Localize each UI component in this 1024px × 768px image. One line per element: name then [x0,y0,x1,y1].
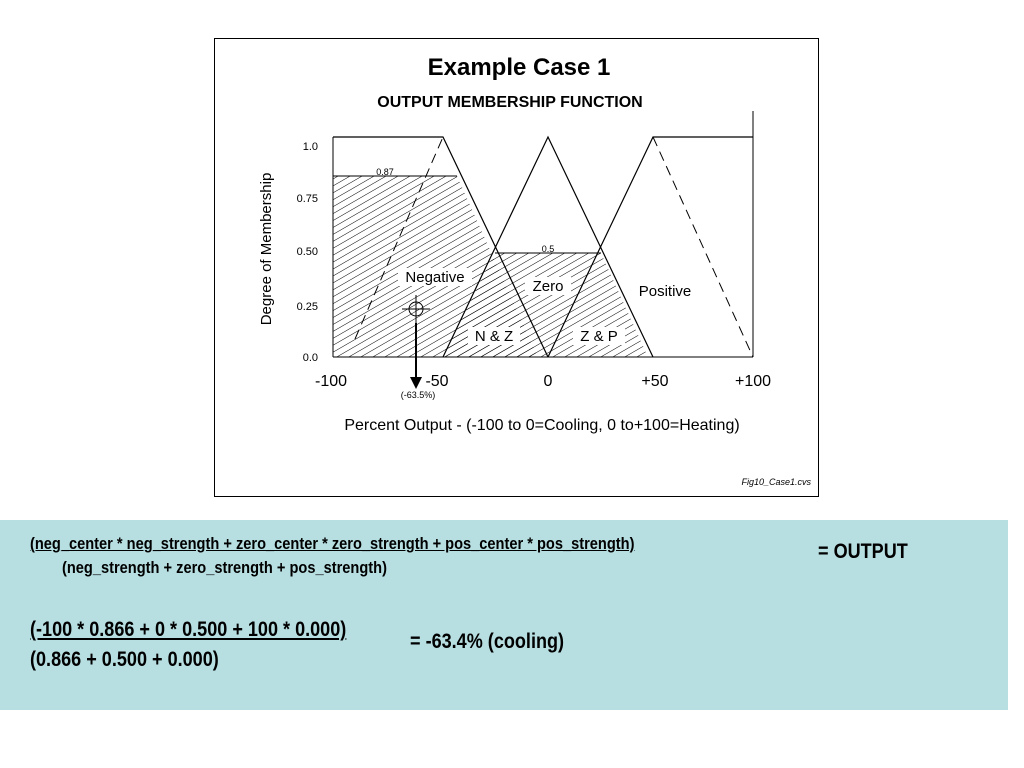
calculation-panel: (neg_center * neg_strength + zero_center… [0,520,1008,710]
z-and-p-label: Z & P [580,328,618,345]
zero-label-bg [525,277,571,295]
negative-membership-curve [333,136,549,358]
positive-dashed-line [652,136,754,358]
figure-filename: Fig10_Case1.cvs [741,477,811,487]
centroid-arrow-icon [410,323,422,389]
n-and-z-label: N & Z [475,328,513,345]
negative-dashed-line [354,136,444,340]
result-label: (-63.5%) [401,390,436,400]
formula-numerator: (neg_center * neg_strength + zero_center… [30,534,635,553]
z-p-label-bg [573,327,625,345]
figure-title: Example Case 1 [428,54,611,81]
negative-set-label: Negative [405,269,464,286]
y-tick-label: 0.0 [303,352,318,364]
formula-denominator: (neg_strength + zero_strength + pos_stre… [62,558,387,577]
y-axis-label: Degree of Membership [258,173,275,326]
formula-result: = OUTPUT [818,540,908,563]
x-tick-label: -100 [315,373,347,390]
n-z-label-bg [468,327,520,345]
y-tick-label: 0.75 [297,193,318,205]
figure-subtitle: OUTPUT MEMBERSHIP FUNCTION [377,94,642,111]
membership-function-figure: Example Case 1 OUTPUT MEMBERSHIP FUNCTIO… [214,38,819,497]
negative-level-label: 0.87 [376,167,394,177]
x-tick-label: 0 [544,373,553,390]
example-denominator: (0.866 + 0.500 + 0.000) [30,648,219,671]
x-tick-label: +50 [641,373,668,390]
zero-membership-curve [442,135,654,358]
zero-level-label: 0.5 [542,244,555,254]
example-result: = -63.4% (cooling) [410,630,565,653]
positive-set-label: Positive [639,283,692,300]
negative-label-bg [398,268,472,286]
zero-set-label: Zero [533,278,564,295]
y-tick-label: 0.25 [297,301,318,313]
y-tick-label: 0.50 [297,246,318,258]
example-numerator: (-100 * 0.866 + 0 * 0.500 + 100 * 0.000) [30,618,347,641]
membership-diagram: Example Case 1 OUTPUT MEMBERSHIP FUNCTIO… [258,54,811,487]
x-tick-label: -50 [425,373,448,390]
x-tick-label: +100 [735,373,771,390]
x-axis-label: Percent Output - (-100 to 0=Cooling, 0 t… [344,417,739,434]
y-tick-label: 1.0 [303,141,318,153]
centroid-crosshair-icon [402,295,430,323]
